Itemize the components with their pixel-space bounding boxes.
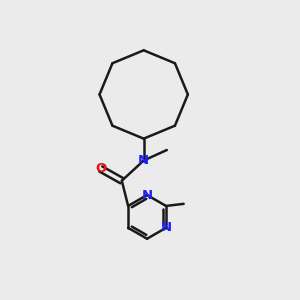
Text: N: N — [160, 221, 172, 234]
Text: O: O — [95, 162, 106, 176]
Text: N: N — [138, 154, 149, 167]
Text: N: N — [142, 188, 153, 202]
